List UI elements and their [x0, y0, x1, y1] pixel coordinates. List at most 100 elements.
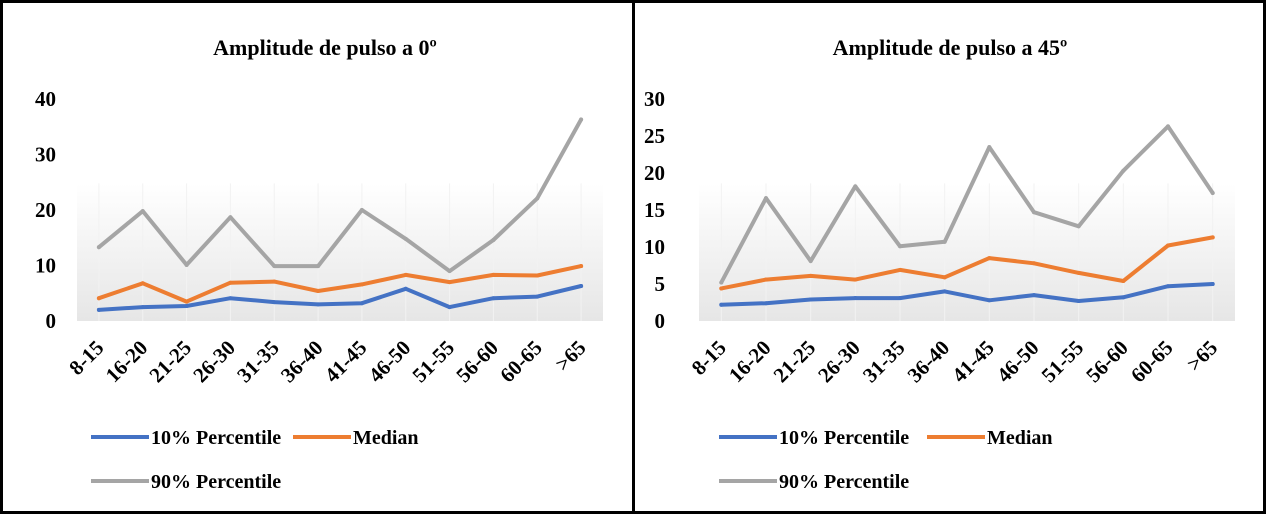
- data-point: [719, 286, 724, 291]
- data-point: [184, 304, 189, 309]
- data-point: [579, 264, 584, 269]
- data-point: [1032, 210, 1036, 215]
- data-point: [228, 296, 233, 301]
- data-point: [1076, 224, 1081, 229]
- legend-label: 90% Percentile: [151, 471, 281, 493]
- data-point: [764, 301, 768, 306]
- data-point: [140, 305, 145, 310]
- data-point: [1032, 293, 1036, 298]
- data-point: [719, 302, 724, 307]
- x-tick-label: 56-60: [1081, 336, 1133, 388]
- x-tick-label: 21-25: [145, 336, 197, 388]
- x-tick-label: >65: [550, 336, 590, 376]
- data-point: [1210, 282, 1215, 286]
- x-tick-label: 46-50: [992, 336, 1044, 388]
- series-line: [719, 282, 1215, 307]
- data-point: [403, 272, 408, 277]
- data-point: [535, 273, 540, 278]
- data-point: [535, 196, 540, 201]
- data-point: [403, 236, 408, 241]
- x-tick-label: 36-40: [903, 336, 955, 388]
- data-point: [719, 280, 724, 285]
- data-point: [942, 275, 947, 280]
- chart-title: Amplitude de pulso a 45º: [833, 35, 1068, 60]
- x-tick-label: 60-65: [495, 336, 547, 388]
- x-tick-label: 60-65: [1126, 336, 1178, 388]
- data-point: [898, 244, 902, 249]
- data-point: [184, 299, 189, 304]
- x-tick-label: 31-35: [858, 336, 910, 388]
- data-point: [96, 307, 101, 312]
- x-tick-label: 41-45: [320, 336, 372, 388]
- y-tick-label: 30: [644, 87, 665, 111]
- data-point: [359, 301, 364, 306]
- chart-panel-0deg: Amplitude de pulso a 0º 0 10 20 30 40 8-15 16-2…: [0, 0, 635, 514]
- data-point: [764, 277, 768, 282]
- x-tick-label: 26-30: [813, 336, 865, 388]
- y-tick-label: 25: [644, 124, 665, 148]
- data-point: [228, 215, 233, 220]
- y-tick-label: 20: [644, 161, 665, 185]
- data-point: [808, 273, 813, 278]
- data-point: [1210, 190, 1215, 195]
- x-tick-label: 16-20: [101, 336, 153, 388]
- x-tick-label: 56-60: [451, 336, 503, 388]
- data-point: [96, 296, 101, 301]
- data-point: [1121, 279, 1126, 284]
- data-point: [1166, 284, 1170, 289]
- y-tick-label: 10: [35, 254, 56, 278]
- x-tick-label: 16-20: [724, 336, 776, 388]
- data-point: [184, 262, 189, 267]
- data-point: [447, 269, 452, 274]
- y-tick-label: 5: [655, 272, 666, 296]
- data-point: [491, 296, 496, 301]
- legend-label: 10% Percentile: [151, 427, 281, 449]
- data-point: [491, 237, 496, 242]
- data-point: [272, 279, 277, 284]
- legend-label: Median: [353, 427, 419, 449]
- data-point: [359, 208, 364, 212]
- data-point: [987, 256, 992, 261]
- data-point: [1076, 299, 1081, 304]
- data-point: [403, 286, 408, 291]
- x-tick-label: 41-45: [947, 336, 999, 388]
- plot-background: [699, 183, 1235, 321]
- series-line: [719, 235, 1215, 291]
- data-point: [272, 300, 277, 305]
- data-point: [987, 145, 992, 150]
- y-tick-label: 40: [35, 87, 56, 111]
- y-tick-label: 15: [644, 198, 665, 222]
- data-point: [1166, 243, 1170, 248]
- y-tick-label: 10: [644, 235, 665, 259]
- data-point: [853, 184, 858, 189]
- data-point: [853, 277, 858, 282]
- data-point: [1032, 261, 1036, 266]
- data-point: [1121, 295, 1126, 300]
- x-tick-label: 51-55: [408, 336, 460, 388]
- x-tick-label: 51-55: [1037, 336, 1089, 388]
- data-point: [942, 289, 947, 294]
- data-point: [1076, 270, 1081, 275]
- data-point: [447, 280, 452, 285]
- data-point: [272, 264, 277, 269]
- chart-svg-0deg: Amplitude de pulso a 0º 0 10 20 30 40 8-1516-2…: [35, 35, 603, 493]
- y-tick-label: 20: [35, 198, 56, 222]
- series-line: [96, 284, 584, 312]
- data-point: [808, 297, 813, 302]
- series-line: [96, 264, 584, 304]
- x-tick-label: 8-15: [64, 336, 108, 380]
- y-tick-label: 0: [655, 309, 666, 333]
- x-tick-label: >65: [1182, 336, 1222, 376]
- legend-label: 90% Percentile: [779, 471, 909, 493]
- data-point: [535, 294, 540, 299]
- chart-title: Amplitude de pulso a 0º: [213, 35, 437, 60]
- data-point: [942, 239, 947, 244]
- x-tick-label: 31-35: [232, 336, 284, 388]
- data-point: [447, 305, 452, 310]
- data-point: [96, 245, 101, 250]
- data-point: [316, 302, 321, 307]
- data-point: [898, 267, 902, 272]
- series-line: [719, 124, 1215, 285]
- data-point: [853, 296, 858, 301]
- data-point: [1210, 235, 1215, 240]
